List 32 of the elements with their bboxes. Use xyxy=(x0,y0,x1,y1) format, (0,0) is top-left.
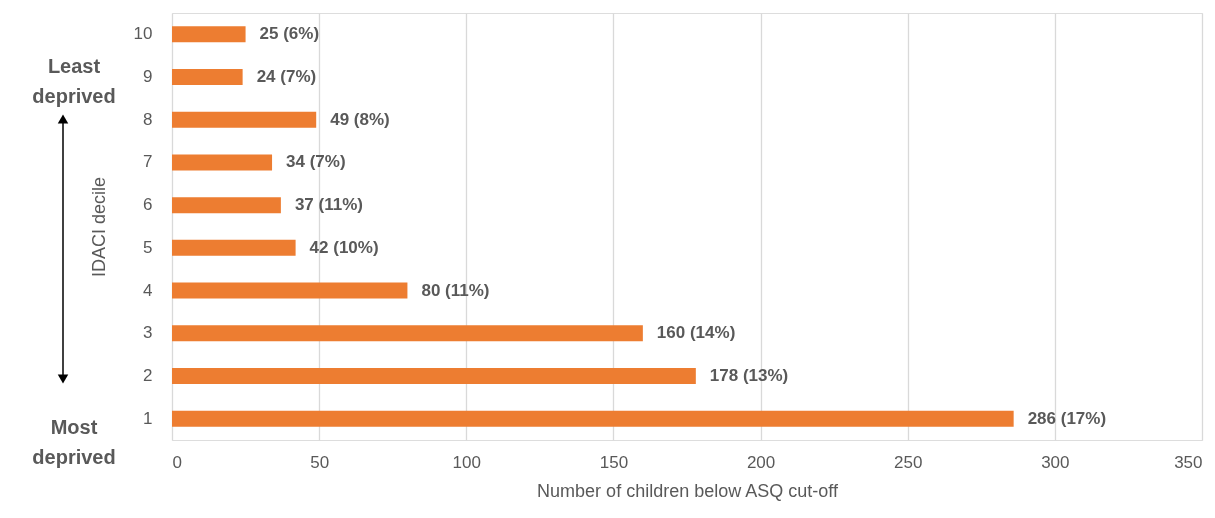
x-tick-label: 150 xyxy=(599,452,629,472)
y-tick-label: 5 xyxy=(143,237,153,257)
y-tick-label: 7 xyxy=(143,152,153,172)
y-tick-label: 1 xyxy=(143,408,153,428)
y-tick-label: 2 xyxy=(143,365,153,385)
data-label: 49 (8%) xyxy=(330,109,390,129)
data-label: 178 (13%) xyxy=(709,365,789,385)
data-label: 80 (11%) xyxy=(421,280,490,300)
data-label: 160 (14%) xyxy=(656,323,736,343)
x-tick-label: 300 xyxy=(1041,452,1070,472)
x-tick-label: 50 xyxy=(310,452,330,472)
x-tick-label: 200 xyxy=(746,452,776,472)
x-tick-label: 0 xyxy=(172,452,182,472)
data-label: 286 (17%) xyxy=(1027,408,1107,428)
x-tick-label: 100 xyxy=(452,452,481,472)
y-tick-label: 10 xyxy=(133,24,153,44)
y-tick-label: 6 xyxy=(143,195,153,215)
y-tick-label: 4 xyxy=(143,280,153,300)
text: Most deprived xyxy=(32,416,116,468)
data-label: 25 (6%) xyxy=(259,24,320,44)
y-tick-label: 3 xyxy=(143,323,153,343)
y-axis-title: IDACI decile xyxy=(88,176,109,278)
x-tick-label: 350 xyxy=(1174,452,1203,472)
x-axis-title: Number of children below ASQ cut-off xyxy=(537,480,839,501)
text: Least deprived xyxy=(32,55,116,107)
data-label: 37 (11%) xyxy=(294,195,363,215)
data-label: 42 (10%) xyxy=(309,237,379,257)
data-label: 24 (7%) xyxy=(256,67,317,87)
y-tick-label: 8 xyxy=(143,109,153,129)
y-tick-label: 9 xyxy=(143,67,153,87)
x-tick-label: 250 xyxy=(894,452,923,472)
data-label: 34 (7%) xyxy=(286,152,346,172)
